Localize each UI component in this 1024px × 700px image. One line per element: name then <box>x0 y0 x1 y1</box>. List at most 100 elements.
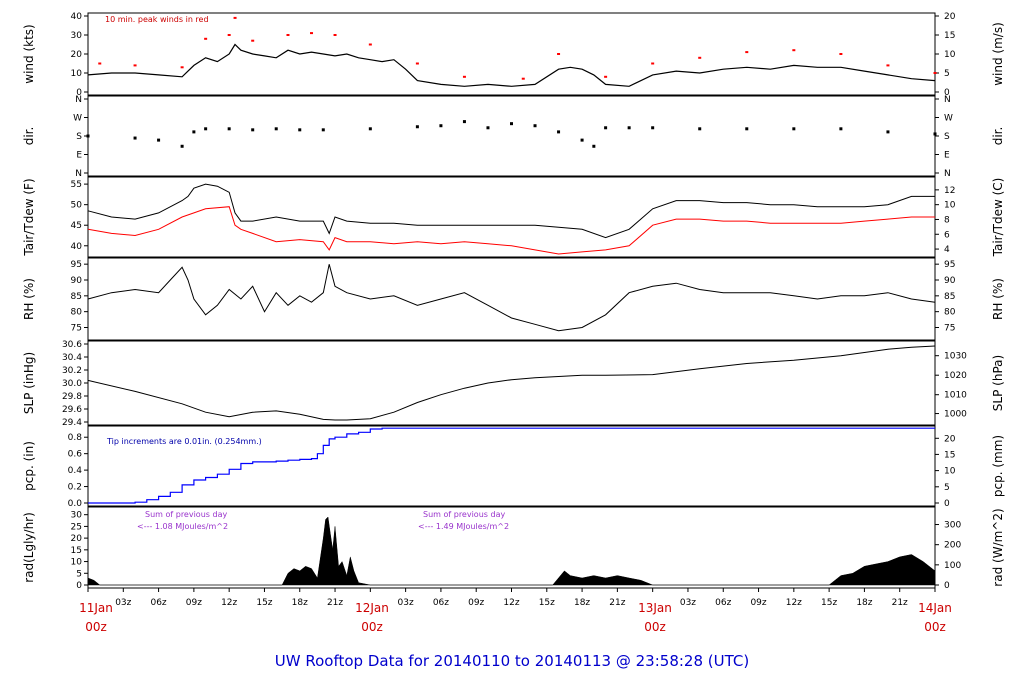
right-tick-label: 200 <box>944 541 961 551</box>
wind-peak-point <box>604 75 608 78</box>
time-tick-label: 21z <box>609 598 625 608</box>
day-label-13jan: 13Jan <box>638 601 672 615</box>
day-label-13jan-hour: 00z <box>644 620 666 634</box>
wind-direction-point <box>886 130 890 134</box>
time-tick-label: 21z <box>327 598 343 608</box>
time-tick-label: 03z <box>398 598 414 608</box>
wind-peak-point <box>745 51 749 54</box>
wind-peak-point <box>368 43 372 46</box>
wind-direction-point <box>792 127 796 131</box>
day-label-12jan-hour: 00z <box>361 620 383 634</box>
right-tick-label: 90 <box>944 276 956 286</box>
left-tick-label: 10 <box>71 558 83 568</box>
left-tick-label: 29.4 <box>62 418 82 428</box>
wind-peak-point <box>133 64 137 67</box>
pcp-line <box>88 427 935 504</box>
wind-peak-point <box>792 49 796 52</box>
time-axis: 03z 06z 09z 12z 15z 18z 21z 03z 06z 09z 12z 15z 18z 2… <box>87 588 936 608</box>
right-tick-label: S <box>944 132 950 142</box>
wind-direction-point <box>439 124 443 128</box>
right-tick-label: N <box>944 169 951 179</box>
right-tick-label: 12 <box>944 186 955 196</box>
wind-direction-point <box>592 144 596 148</box>
wind-peak-note: 10 min. peak winds in red <box>105 15 209 24</box>
panel-frame <box>87 425 936 507</box>
wind-peak-point <box>462 75 466 78</box>
wind-peak-point <box>286 34 290 36</box>
left-tick-label: 29.8 <box>62 392 82 402</box>
left-axis-label: pcp. (in) <box>22 441 36 491</box>
right-tick-label: 6 <box>944 230 950 240</box>
wind-direction-point <box>604 126 608 130</box>
right-tick-label: 10 <box>944 201 956 211</box>
time-tick-label: 12z <box>221 598 237 608</box>
right-tick-label: 300 <box>944 521 961 531</box>
wind-peak-point <box>839 53 843 55</box>
left-tick-label: 30.4 <box>62 353 82 363</box>
day-label-14jan: 14Jan <box>918 601 952 615</box>
time-tick-label: 06z <box>433 598 449 608</box>
wind-direction-point <box>251 128 255 132</box>
panel-frame <box>87 95 936 177</box>
left-tick-label: 0.4 <box>68 466 83 476</box>
rad-note-1-line2: <--- 1.08 MJoules/m^2 <box>137 522 228 531</box>
wind-peak-point <box>310 32 314 35</box>
time-tick-label: 12z <box>503 598 519 608</box>
time-tick-label: 18z <box>856 598 872 608</box>
left-tick-label: 20 <box>71 534 83 544</box>
wind-direction-point <box>651 126 655 130</box>
wind-peak-point <box>651 62 655 65</box>
wind-peak-point <box>698 56 702 59</box>
left-tick-label: 75 <box>71 324 82 334</box>
wind-direction-point <box>933 132 937 136</box>
left-tick-label: N <box>75 95 82 105</box>
wind-peak-point <box>333 34 337 36</box>
left-tick-label: N <box>75 169 82 179</box>
left-tick-label: 95 <box>71 260 82 270</box>
time-tick-label: 18z <box>574 598 590 608</box>
right-tick-label: 10 <box>944 467 956 477</box>
tair-line <box>87 183 935 239</box>
left-tick-label: 30.6 <box>62 340 82 350</box>
footer-title: UW Rooftop Data for 20140110 to 20140113… <box>275 652 749 670</box>
right-tick-label: 0 <box>944 499 950 509</box>
wind-direction-point <box>227 127 231 131</box>
right-tick-label: 95 <box>944 260 955 270</box>
right-tick-label: 100 <box>944 561 961 571</box>
time-tick-label: 15z <box>539 598 555 608</box>
left-tick-label: 50 <box>71 201 83 211</box>
wind-direction-point <box>321 128 325 132</box>
time-tick-label: 09z <box>186 598 202 608</box>
wind-peak-point <box>415 62 419 65</box>
left-tick-label: 30 <box>71 31 83 41</box>
wind-direction-point <box>86 134 90 138</box>
left-axis-label: Tair/Tdew (F) <box>22 178 36 256</box>
day-label-11jan-hour: 00z <box>85 620 107 634</box>
panel-frame <box>87 506 936 589</box>
wind-direction-point <box>274 127 278 131</box>
right-axis-label: dir. <box>991 127 1005 146</box>
right-axis-label: rad (W/m^2) <box>991 508 1005 586</box>
left-tick-label: 45 <box>71 221 82 231</box>
wind-peak-point <box>886 64 890 67</box>
right-axis-label: pcp. (mm) <box>991 435 1005 497</box>
right-tick-label: 20 <box>944 12 956 22</box>
right-tick-label: W <box>944 114 953 124</box>
panel-frame <box>87 257 936 341</box>
left-tick-label: 30.2 <box>62 366 82 376</box>
wind-peak-point <box>557 53 561 55</box>
left-tick-label: 80 <box>71 308 83 318</box>
left-tick-label: 55 <box>71 180 82 190</box>
rad-note-2-line1: Sum of previous day <box>423 510 505 519</box>
wind-direction-point <box>133 136 137 140</box>
left-tick-label: 29.6 <box>62 405 82 415</box>
right-axis-label: RH (%) <box>991 278 1005 320</box>
wind-direction-point <box>415 125 419 129</box>
slp-line <box>87 345 936 421</box>
left-axis-label: SLP (inHg) <box>22 352 36 414</box>
right-axis-label: SLP (hPa) <box>991 355 1005 411</box>
right-tick-label: 4 <box>944 245 950 255</box>
